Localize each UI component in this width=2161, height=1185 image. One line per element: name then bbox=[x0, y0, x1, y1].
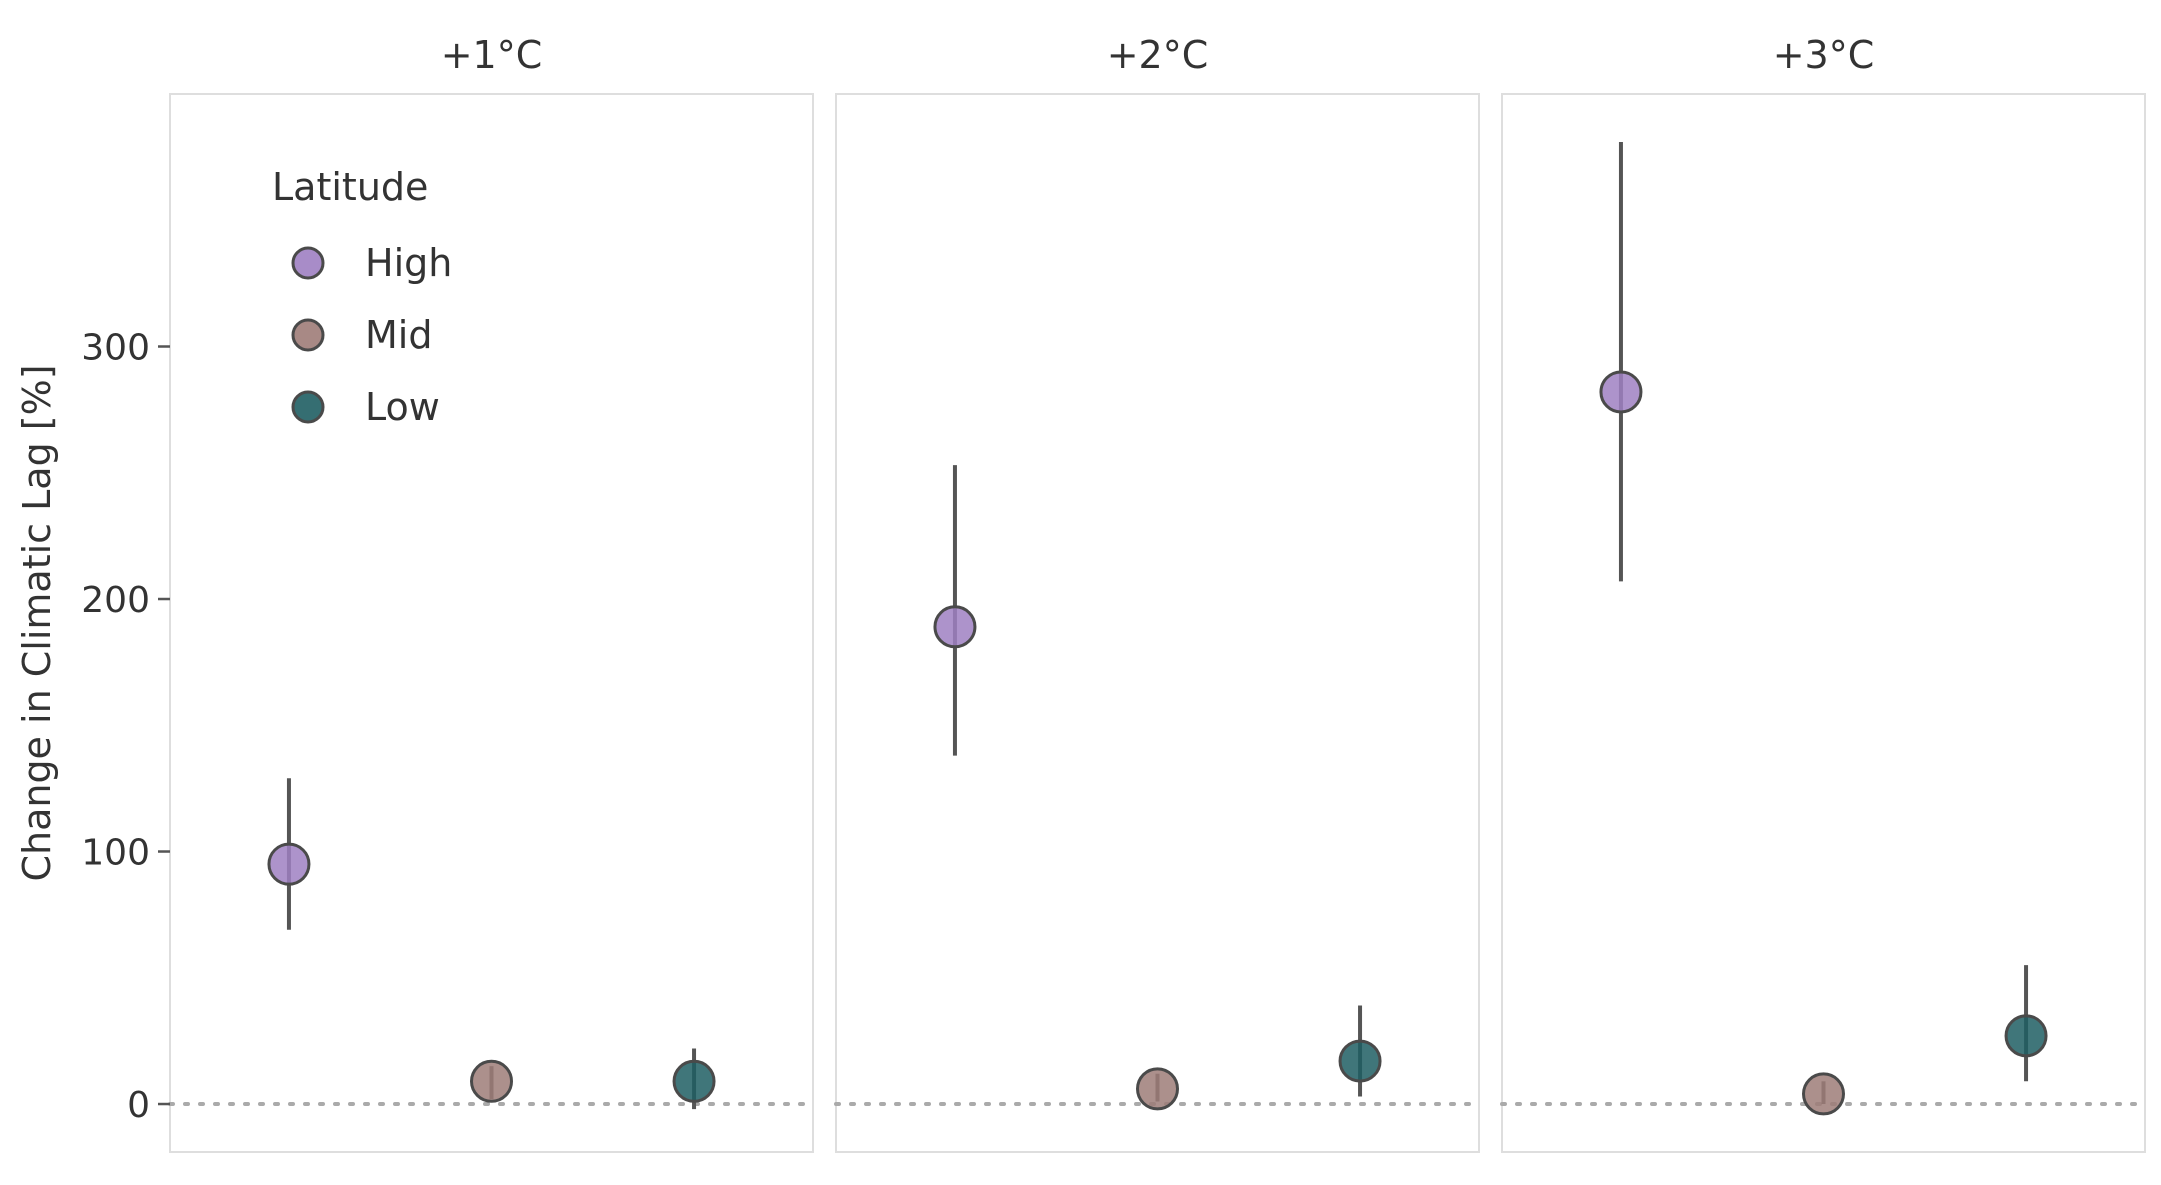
y-tick-label: 100 bbox=[81, 833, 150, 874]
data-point bbox=[470, 1059, 513, 1103]
legend-item: Mid bbox=[291, 313, 432, 357]
legend-marker bbox=[291, 390, 325, 424]
legend: Latitude High Mid Low bbox=[272, 165, 452, 429]
panel-border bbox=[835, 93, 1480, 1153]
y-tick-label: 0 bbox=[127, 1085, 150, 1126]
y-tick-label: 300 bbox=[81, 328, 150, 369]
legend-marker bbox=[291, 318, 325, 352]
legend-label: Mid bbox=[365, 313, 432, 357]
facet-panel: +3°C bbox=[1500, 33, 2147, 1153]
y-axis-label: Change in Climatic Lag [%] bbox=[15, 364, 59, 881]
data-point bbox=[1338, 1039, 1382, 1083]
facets-layer: +1°C +2°C +3°C bbox=[168, 33, 2147, 1153]
legend-item: High bbox=[291, 241, 452, 285]
facet-panel: +2°C bbox=[834, 33, 1481, 1153]
data-point bbox=[1136, 1067, 1179, 1111]
y-axis: 0 100 200 300 bbox=[81, 328, 170, 1126]
y-tick-label: 200 bbox=[81, 580, 150, 621]
data-point bbox=[267, 842, 311, 886]
data-point bbox=[1599, 370, 1643, 414]
facet-panel: +1°C bbox=[168, 33, 815, 1153]
data-point bbox=[2004, 1014, 2048, 1058]
data-point bbox=[933, 605, 977, 649]
legend-item: Low bbox=[291, 385, 440, 429]
facet-title: +1°C bbox=[441, 33, 543, 77]
panel-border bbox=[1501, 93, 2146, 1153]
panel-border bbox=[169, 93, 814, 1153]
data-point bbox=[1802, 1072, 1845, 1116]
facet-title: +3°C bbox=[1773, 33, 1875, 77]
facet-title: +2°C bbox=[1107, 33, 1209, 77]
legend-title: Latitude bbox=[272, 165, 428, 209]
legend-marker bbox=[291, 246, 325, 280]
data-point bbox=[672, 1059, 716, 1103]
legend-label: Low bbox=[365, 385, 440, 429]
legend-label: High bbox=[365, 241, 452, 285]
